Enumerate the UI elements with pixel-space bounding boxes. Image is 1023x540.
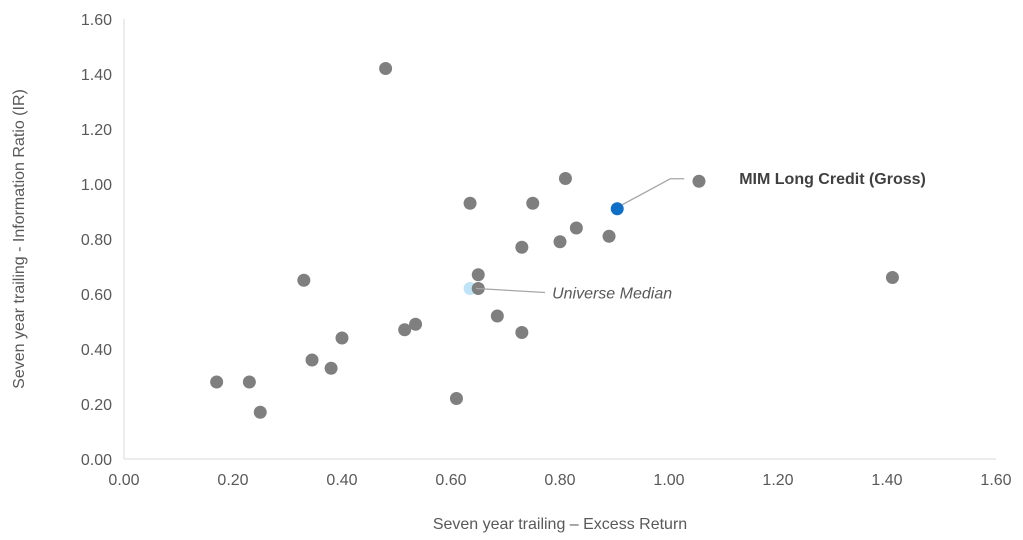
median-label: Universe Median bbox=[552, 286, 672, 303]
x-tick-label: 1.00 bbox=[653, 472, 684, 489]
x-tick-label: 1.20 bbox=[762, 472, 793, 489]
highlight-point bbox=[610, 202, 624, 216]
data-point bbox=[569, 221, 583, 235]
highlight-leader-line bbox=[621, 178, 685, 206]
highlight-label: MIM Long Credit (Gross) bbox=[739, 171, 926, 188]
data-point bbox=[553, 235, 567, 249]
data-point bbox=[210, 375, 224, 389]
data-point bbox=[602, 229, 616, 243]
x-axis-title: Seven year trailing – Excess Return bbox=[433, 516, 687, 533]
x-tick-label: 0.40 bbox=[326, 472, 357, 489]
y-tick-label: 0.00 bbox=[81, 452, 112, 469]
x-tick-label: 1.60 bbox=[980, 472, 1011, 489]
x-tick-labels: 0.00 0.20 0.40 0.60 0.80 1.00 1.20 1.40 1.60 bbox=[108, 472, 1011, 489]
data-point bbox=[490, 309, 504, 323]
data-points bbox=[210, 62, 899, 419]
y-tick-label: 1.00 bbox=[81, 177, 112, 194]
data-point bbox=[526, 196, 540, 210]
y-tick-label: 1.40 bbox=[81, 67, 112, 84]
data-point bbox=[471, 268, 485, 282]
data-point bbox=[515, 240, 529, 254]
x-tick-label: 0.00 bbox=[108, 472, 139, 489]
y-tick-label: 1.60 bbox=[81, 12, 112, 29]
data-point bbox=[297, 273, 311, 287]
data-point bbox=[242, 375, 256, 389]
data-point bbox=[398, 323, 412, 337]
x-tick-label: 0.60 bbox=[435, 472, 466, 489]
y-tick-label: 0.40 bbox=[81, 342, 112, 359]
x-tick-label: 0.80 bbox=[544, 472, 575, 489]
y-axis-title: Seven year trailing - Information Ratio … bbox=[11, 89, 28, 389]
y-tick-label: 1.20 bbox=[81, 122, 112, 139]
annotations: MIM Long Credit (Gross) Universe Median bbox=[476, 171, 926, 303]
median-leader-line bbox=[476, 287, 546, 294]
data-point bbox=[449, 392, 463, 405]
x-tick-label: 1.40 bbox=[871, 472, 902, 489]
y-tick-label: 0.60 bbox=[81, 287, 112, 304]
y-tick-label: 0.20 bbox=[81, 397, 112, 414]
data-point bbox=[409, 317, 423, 331]
data-point bbox=[885, 271, 899, 284]
data-point bbox=[305, 353, 319, 367]
data-point bbox=[515, 326, 529, 339]
y-tick-label: 0.80 bbox=[81, 232, 112, 249]
data-point bbox=[558, 172, 572, 185]
axes bbox=[123, 19, 996, 460]
data-point bbox=[335, 331, 349, 345]
data-point bbox=[324, 361, 338, 375]
data-point bbox=[463, 196, 477, 210]
y-tick-labels: 0.00 0.20 0.40 0.60 0.80 1.00 1.20 1.40 1.60 bbox=[81, 12, 112, 469]
data-point bbox=[379, 62, 393, 75]
data-point bbox=[253, 405, 267, 419]
data-point bbox=[692, 174, 706, 188]
x-tick-label: 0.20 bbox=[217, 472, 248, 489]
